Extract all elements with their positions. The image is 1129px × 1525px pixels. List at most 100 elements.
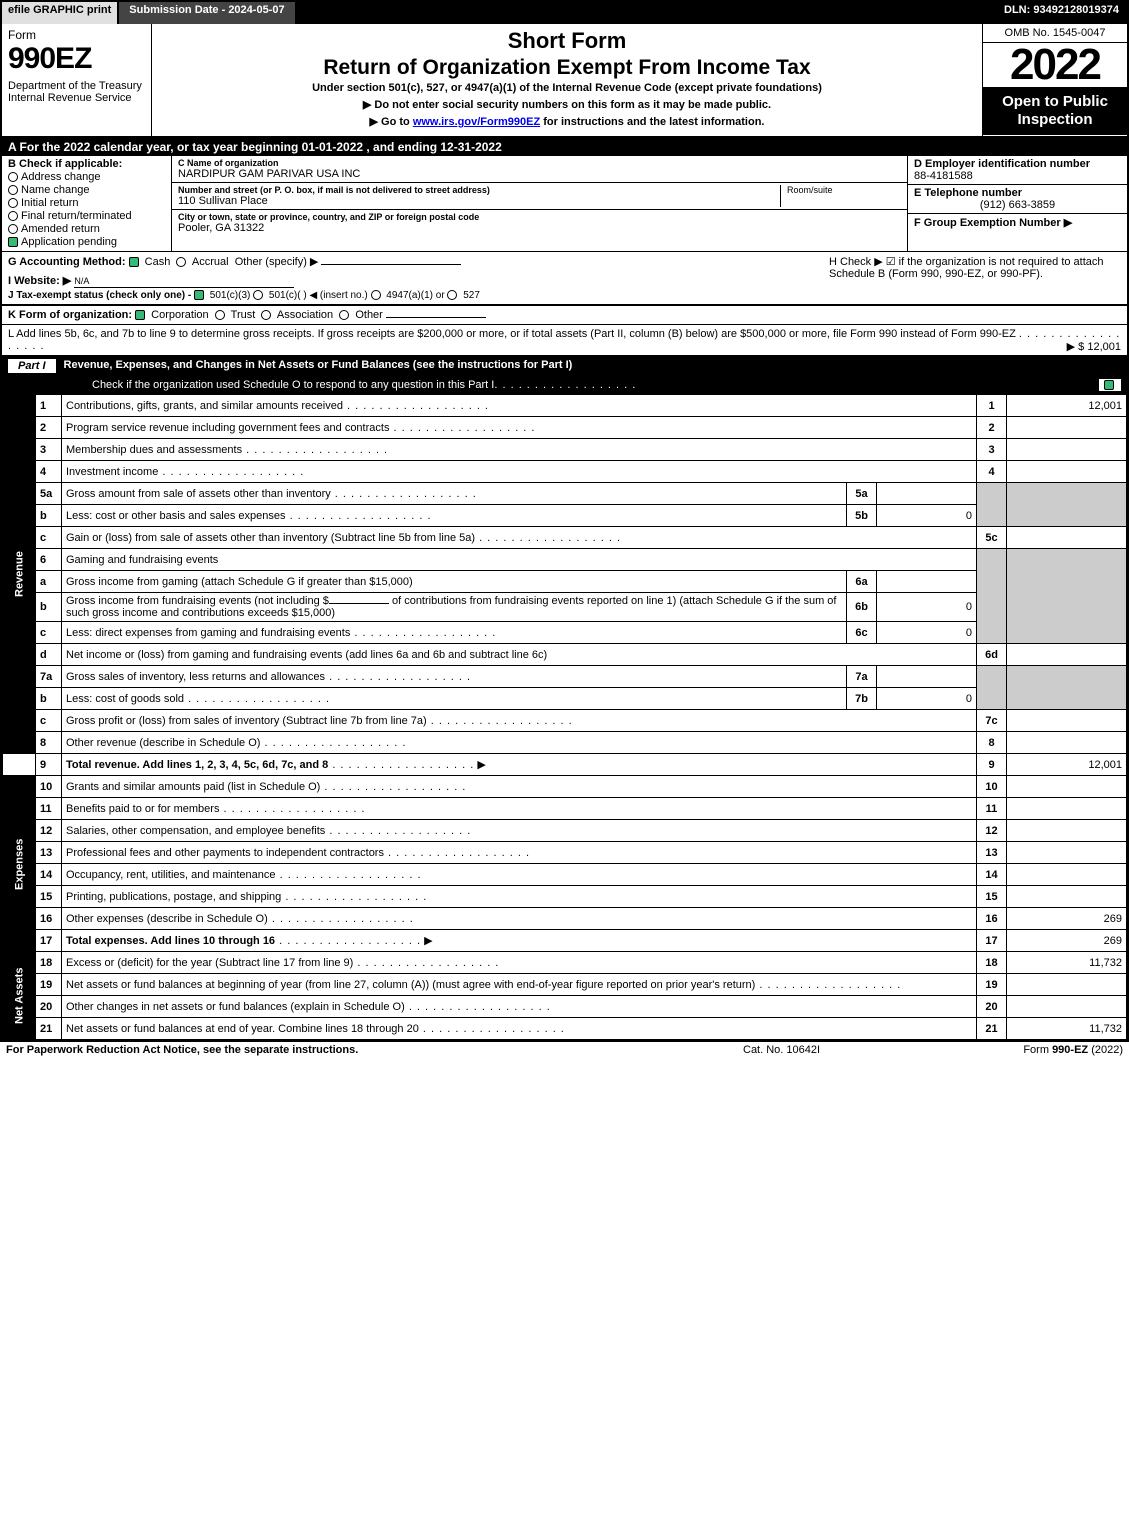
goto-pre: ▶ Go to bbox=[370, 116, 413, 128]
paperwork-notice: For Paperwork Reduction Act Notice, see … bbox=[6, 1044, 743, 1056]
sidebar-netassets: Net Assets bbox=[3, 952, 36, 1040]
row-15-desc: Printing, publications, postage, and shi… bbox=[66, 891, 281, 903]
row-14-desc: Occupancy, rent, utilities, and maintena… bbox=[66, 869, 276, 881]
chk-app-pending[interactable]: Application pending bbox=[8, 236, 165, 248]
part1-sub: Check if the organization used Schedule … bbox=[2, 376, 1127, 394]
row-16-desc: Other expenses (describe in Schedule O) bbox=[66, 913, 268, 925]
chk-address-change[interactable]: Address change bbox=[8, 171, 165, 183]
city-value: Pooler, GA 31322 bbox=[178, 222, 901, 234]
sidebar-expenses: Expenses bbox=[3, 776, 36, 952]
dots-icon bbox=[494, 379, 636, 391]
row-7c-desc: Gross profit or (loss) from sales of inv… bbox=[66, 715, 427, 727]
chk-accrual[interactable] bbox=[176, 257, 186, 267]
row-11-desc: Benefits paid to or for members bbox=[66, 803, 219, 815]
irs-link[interactable]: www.irs.gov/Form990EZ bbox=[413, 116, 540, 128]
form-header: Form 990EZ Department of the Treasury In… bbox=[2, 24, 1127, 138]
row-6b-desc: Gross income from fundraising events (no… bbox=[62, 593, 847, 622]
topbar-spacer bbox=[297, 2, 996, 24]
subtitle: Under section 501(c), 527, or 4947(a)(1)… bbox=[156, 82, 978, 94]
short-form-title: Short Form bbox=[156, 28, 978, 54]
row-12-desc: Salaries, other compensation, and employ… bbox=[66, 825, 325, 837]
section-c: C Name of organization NARDIPUR GAM PARI… bbox=[172, 156, 907, 251]
d-label: D Employer identification number bbox=[914, 158, 1121, 170]
row-21-val: 11,732 bbox=[1007, 1018, 1127, 1040]
line-k: K Form of organization: Corporation Trus… bbox=[2, 305, 1127, 325]
form-word: Form bbox=[8, 28, 145, 42]
row-18-desc: Excess or (deficit) for the year (Subtra… bbox=[66, 957, 353, 969]
row-16-val: 269 bbox=[1007, 908, 1127, 930]
chk-corp[interactable] bbox=[135, 310, 145, 320]
row-5c-desc: Gain or (loss) from sale of assets other… bbox=[66, 532, 475, 544]
part1-title: Revenue, Expenses, and Changes in Net As… bbox=[64, 359, 573, 373]
chk-cash[interactable] bbox=[129, 257, 139, 267]
chk-schedule-o[interactable] bbox=[1104, 380, 1114, 390]
row-10-desc: Grants and similar amounts paid (list in… bbox=[66, 781, 320, 793]
row-19-desc: Net assets or fund balances at beginning… bbox=[66, 979, 755, 991]
tax-year: 2022 bbox=[983, 43, 1127, 87]
website: N/A bbox=[74, 276, 89, 286]
row-18-val: 11,732 bbox=[1007, 952, 1127, 974]
part1-name: Part I bbox=[8, 359, 56, 373]
section-gh: G Accounting Method: Cash Accrual Other … bbox=[2, 252, 1127, 305]
goto-post: for instructions and the latest informat… bbox=[540, 116, 764, 128]
chk-527[interactable] bbox=[447, 290, 457, 300]
open-public: Open to Public Inspection bbox=[983, 87, 1127, 135]
row-1-desc: Contributions, gifts, grants, and simila… bbox=[66, 400, 343, 412]
l-amount: ▶ $ 12,001 bbox=[1067, 340, 1121, 353]
cat-no: Cat. No. 10642I bbox=[743, 1044, 943, 1056]
phone: (912) 663-3859 bbox=[914, 199, 1121, 211]
chk-501c[interactable] bbox=[253, 290, 263, 300]
row-6c-desc: Less: direct expenses from gaming and fu… bbox=[66, 627, 350, 639]
row-8-desc: Other revenue (describe in Schedule O) bbox=[66, 737, 260, 749]
header-left: Form 990EZ Department of the Treasury In… bbox=[2, 24, 152, 136]
row-20-desc: Other changes in net assets or fund bala… bbox=[66, 1001, 405, 1013]
chk-final-return[interactable]: Final return/terminated bbox=[8, 210, 165, 222]
line-l: L Add lines 5b, 6c, and 7b to line 9 to … bbox=[2, 325, 1127, 356]
chk-4947[interactable] bbox=[371, 290, 381, 300]
form-number: 990EZ bbox=[8, 42, 145, 76]
chk-name-change[interactable]: Name change bbox=[8, 184, 165, 196]
row-17-desc: Total expenses. Add lines 10 through 16 bbox=[66, 935, 275, 947]
sidebar-revenue: Revenue bbox=[3, 395, 36, 754]
line-j: J Tax-exempt status (check only one) - 5… bbox=[8, 290, 821, 301]
ssn-note: ▶ Do not enter social security numbers o… bbox=[156, 98, 978, 111]
chk-initial-return[interactable]: Initial return bbox=[8, 197, 165, 209]
row-9-val: 12,001 bbox=[1007, 754, 1127, 776]
efile-label: efile GRAPHIC print bbox=[2, 2, 119, 24]
row-6a-desc: Gross income from gaming (attach Schedul… bbox=[62, 571, 847, 593]
street-value: 110 Sullivan Place bbox=[178, 195, 780, 207]
c-label: C Name of organization bbox=[178, 158, 901, 168]
chk-other[interactable] bbox=[339, 310, 349, 320]
f-label: F Group Exemption Number ▶ bbox=[914, 216, 1121, 229]
line-a: A For the 2022 calendar year, or tax yea… bbox=[2, 138, 1127, 156]
line-h: H Check ▶ ☑ if the organization is not r… bbox=[821, 255, 1121, 301]
org-name: NARDIPUR GAM PARIVAR USA INC bbox=[178, 168, 901, 180]
chk-501c3[interactable] bbox=[194, 290, 204, 300]
row-5a-desc: Gross amount from sale of assets other t… bbox=[66, 488, 331, 500]
page-footer: For Paperwork Reduction Act Notice, see … bbox=[0, 1042, 1129, 1058]
part1-header: Part I Revenue, Expenses, and Changes in… bbox=[2, 356, 1127, 376]
goto-note: ▶ Go to www.irs.gov/Form990EZ for instru… bbox=[156, 115, 978, 128]
ein: 88-4181588 bbox=[914, 170, 1121, 182]
room-label: Room/suite bbox=[781, 185, 901, 207]
row-2-desc: Program service revenue including govern… bbox=[66, 422, 389, 434]
line-i: I Website: ▶ N/A bbox=[8, 274, 821, 288]
row-1-val: 12,001 bbox=[1007, 395, 1127, 417]
line-g: G Accounting Method: Cash Accrual Other … bbox=[8, 255, 821, 268]
row-6-desc: Gaming and fundraising events bbox=[62, 549, 977, 571]
row-5b-desc: Less: cost or other basis and sales expe… bbox=[66, 510, 286, 522]
b-title: B Check if applicable: bbox=[8, 158, 165, 170]
department: Department of the Treasury Internal Reve… bbox=[8, 80, 145, 104]
chk-trust[interactable] bbox=[215, 310, 225, 320]
street-label: Number and street (or P. O. box, if mail… bbox=[178, 185, 780, 195]
submission-date: Submission Date - 2024-05-07 bbox=[119, 2, 296, 24]
section-b: B Check if applicable: Address change Na… bbox=[2, 156, 172, 251]
chk-amended[interactable]: Amended return bbox=[8, 223, 165, 235]
entity-block: B Check if applicable: Address change Na… bbox=[2, 156, 1127, 252]
row-7b-desc: Less: cost of goods sold bbox=[66, 693, 184, 705]
row-17-val: 269 bbox=[1007, 930, 1127, 952]
row-21-desc: Net assets or fund balances at end of ye… bbox=[66, 1023, 419, 1035]
city-label: City or town, state or province, country… bbox=[178, 212, 901, 222]
header-right: OMB No. 1545-0047 2022 Open to Public In… bbox=[982, 24, 1127, 136]
chk-assoc[interactable] bbox=[261, 310, 271, 320]
